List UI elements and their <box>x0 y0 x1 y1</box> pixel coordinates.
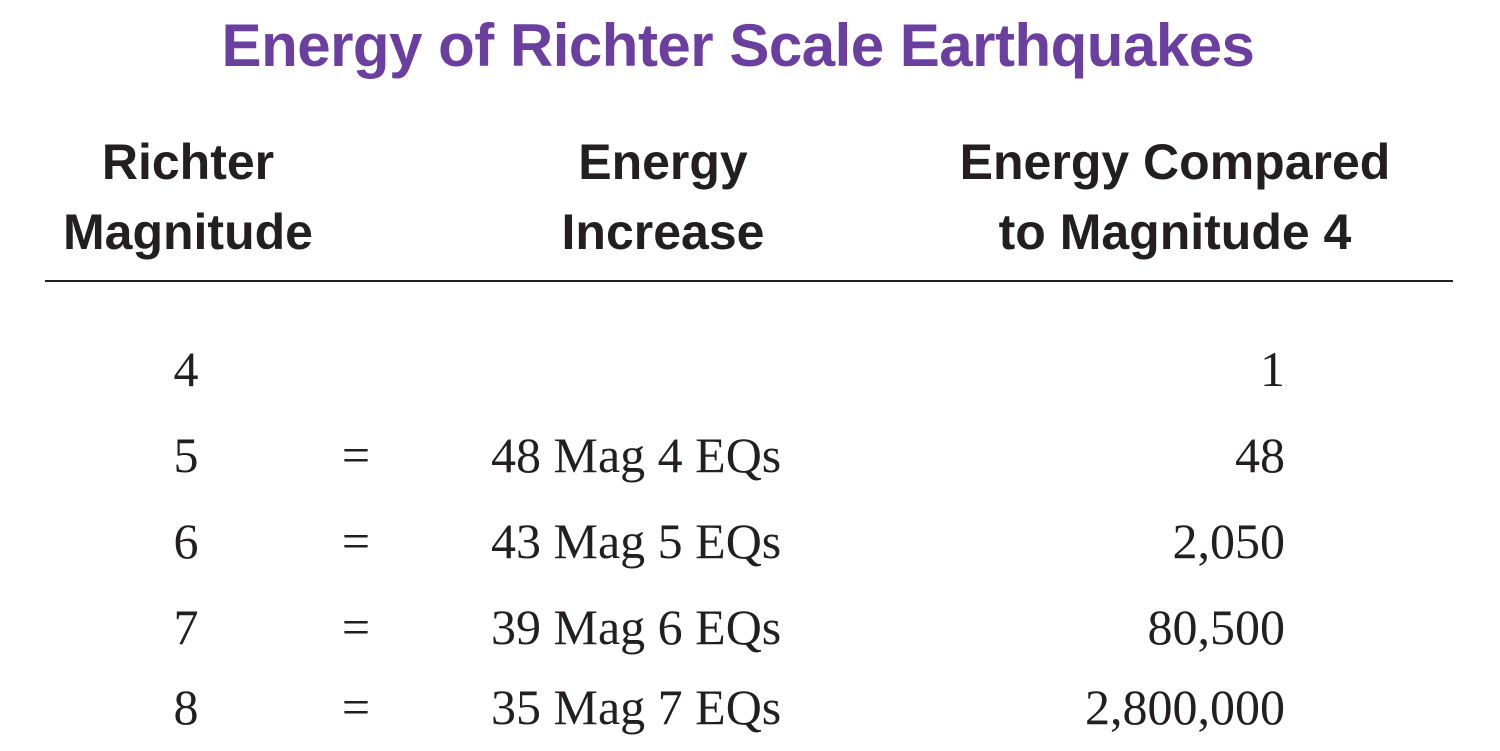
header-line: Energy <box>578 134 748 190</box>
equals-sign: = <box>341 679 371 735</box>
table-row: 4 1 <box>0 326 1500 412</box>
header-energy-increase: Energy Increase <box>513 127 813 267</box>
energy-increase-cell: 43 Mag 5 EQs <box>491 513 782 569</box>
header-energy-compared: Energy Compared to Magnitude 4 <box>930 127 1420 267</box>
header-divider <box>45 280 1453 282</box>
energy-increase-cell: 48 Mag 4 EQs <box>491 427 782 483</box>
header-line: Increase <box>561 204 765 260</box>
magnitude-cell: 5 <box>173 427 199 483</box>
magnitude-cell: 4 <box>173 341 199 397</box>
energy-compared-cell: 2,050 <box>1172 513 1286 569</box>
magnitude-cell: 6 <box>173 513 199 569</box>
header-line: to Magnitude 4 <box>998 204 1352 260</box>
equals-sign: = <box>341 599 371 655</box>
header-richter-magnitude: Richter Magnitude <box>38 127 338 267</box>
energy-increase-cell: 35 Mag 7 EQs <box>491 679 782 735</box>
header-line: Magnitude <box>63 204 313 260</box>
energy-compared-cell: 1 <box>1260 341 1285 397</box>
equals-sign: = <box>341 513 371 569</box>
magnitude-cell: 7 <box>173 599 199 655</box>
table-row: 5 = 48 Mag 4 EQs 48 <box>0 412 1500 498</box>
energy-increase-cell: 39 Mag 6 EQs <box>491 599 782 655</box>
energy-compared-cell: 80,500 <box>1147 599 1286 655</box>
header-line: Energy Compared <box>959 134 1391 190</box>
magnitude-cell: 8 <box>173 679 199 735</box>
energy-compared-cell: 48 <box>1235 427 1285 483</box>
equals-sign: = <box>341 427 371 483</box>
table-title: Energy of Richter Scale Earthquakes <box>221 12 1255 79</box>
table-row: 8 = 35 Mag 7 EQs 2,800,000 <box>0 664 1500 750</box>
header-line: Richter <box>101 134 275 190</box>
table-row: 6 = 43 Mag 5 EQs 2,050 <box>0 498 1500 584</box>
energy-compared-cell: 2,800,000 <box>1085 679 1285 735</box>
table-row: 7 = 39 Mag 6 EQs 80,500 <box>0 584 1500 670</box>
